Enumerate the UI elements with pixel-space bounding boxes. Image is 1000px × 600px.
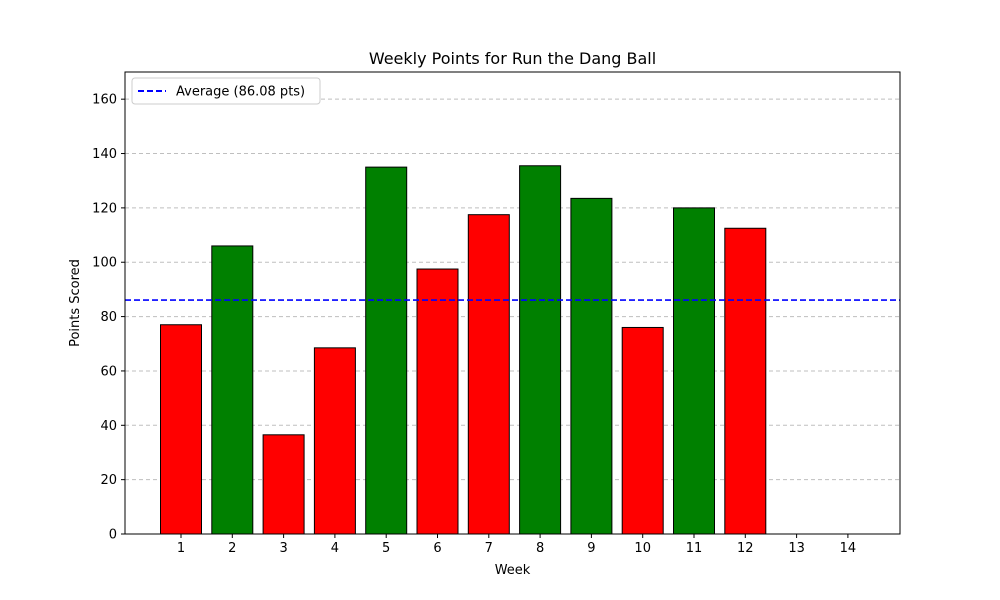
- grid-layer: [125, 98, 900, 481]
- x-axis-label: Week: [495, 563, 531, 578]
- y-tick-label: 160: [92, 93, 117, 108]
- chart-title: Weekly Points for Run the Dang Ball: [369, 49, 656, 68]
- x-tick-label: 7: [485, 541, 493, 556]
- bar-week-2: [211, 245, 254, 535]
- x-tick-label: 2: [228, 541, 236, 556]
- x-tick-label: 1: [177, 541, 185, 556]
- x-tick-label: 6: [433, 541, 441, 556]
- bar-week-6: [416, 268, 459, 535]
- legend: Average (86.08 pts): [131, 77, 321, 105]
- x-tick-label: 5: [382, 541, 390, 556]
- bar-week-3: [262, 434, 305, 535]
- x-tick-label: 12: [737, 541, 754, 556]
- y-axis-label: Points Scored: [68, 259, 83, 347]
- x-tick-label: 3: [279, 541, 287, 556]
- bar-week-10: [621, 326, 664, 535]
- y-tick-label: 120: [92, 201, 117, 216]
- x-tick-label: 9: [587, 541, 595, 556]
- x-tick-label: 4: [331, 541, 339, 556]
- legend-box: [131, 77, 321, 105]
- x-tick-label: 8: [536, 541, 544, 556]
- bar-week-12: [724, 227, 767, 535]
- bar-week-8: [519, 165, 562, 535]
- bar-week-4: [313, 347, 356, 535]
- y-tick-label: 80: [100, 310, 117, 325]
- x-tick-label: 11: [686, 541, 703, 556]
- y-tick-label: 20: [100, 473, 117, 488]
- bars-layer: [160, 165, 767, 535]
- bar-week-7: [467, 214, 510, 535]
- bar-week-9: [570, 197, 613, 535]
- x-tick-label: 13: [788, 541, 805, 556]
- plot-frame: [124, 71, 901, 535]
- y-tick-label: 60: [100, 364, 117, 379]
- bar-week-11: [673, 207, 715, 535]
- y-tick-label: 140: [92, 147, 117, 162]
- bar-week-1: [160, 324, 202, 535]
- bar-week-5: [365, 166, 408, 535]
- x-tick-label: 14: [840, 541, 857, 556]
- x-tick-label: 10: [634, 541, 651, 556]
- y-tick-label: 40: [100, 419, 117, 434]
- legend-average-label: Average (86.08 pts): [176, 85, 305, 100]
- y-tick-label: 100: [92, 256, 117, 271]
- y-tick-label: 0: [109, 528, 117, 543]
